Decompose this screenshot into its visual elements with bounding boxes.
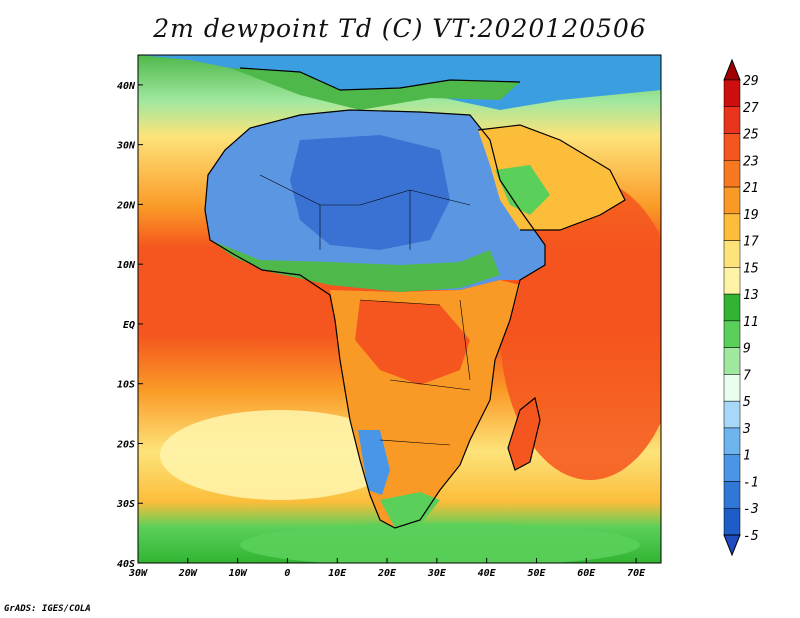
lat-tick-label: 20N [116,200,136,211]
border-line [359,299,441,306]
africa-coastline [204,109,546,529]
lat-tick-label: 20S [116,439,135,450]
border-line [379,439,451,446]
colorbar-swatch [723,400,741,429]
southern-ocean-green [240,523,640,563]
colorbar-label: 11 [743,315,759,330]
lat-tick-label: 10N [117,260,136,271]
border-line [259,174,471,206]
colorbar-label: -5 [743,529,759,544]
arabia-coastline [477,124,626,231]
lat-tick-label: 30S [116,499,135,510]
colorbar-label: 29 [743,74,759,89]
lon-tick-label: 10E [328,568,347,579]
colorbar-label: 25 [743,128,759,143]
colorbar-swatch [723,481,741,509]
colorbar-swatch [723,106,741,134]
lat-tick-label: 40N [117,81,136,92]
chart-title: 2m dewpoint Td (C) VT:2020120506 [153,14,647,43]
borders [259,174,471,446]
colorbar: 29 27 25 23 21 19 17 15 13 11 9 7 5 3 1 -1 -3 -5 [723,58,759,557]
lon-tick-label: 30E [427,568,447,579]
colorbar-label: 17 [743,235,759,250]
colorbar-swatch [723,213,741,241]
lat-tick-label: 40S [117,559,135,570]
colorbar-swatch [723,267,741,295]
border-line [389,379,471,391]
lon-tick-label: 20W [178,568,198,579]
colorbar-label: 7 [743,368,751,383]
lon-tick-label: 40E [478,568,497,579]
colorbar-label: 15 [743,261,759,276]
lat-tick-label: EQ [123,320,135,331]
lat-axis: 40N 30N 20N 10N EQ 10S 20S 30S 40S [116,81,143,570]
colorbar-label: 27 [743,101,759,116]
colorbar-label: 9 [743,342,751,357]
colorbar-swatch [723,133,741,161]
lon-tick-label: 0 [284,568,290,579]
lon-tick-label: 30W [128,568,148,579]
colorbar-swatch [723,186,741,215]
coastlines [204,67,626,529]
plot-frame [137,54,662,564]
colorbar-swatch [723,454,741,482]
colorbar-label: 21 [743,181,759,196]
sahel-band [210,240,500,292]
colorbar-label: -1 [743,475,759,490]
namibia-dry [358,430,390,495]
colorbar-swatch [723,507,741,536]
congo-basin [355,300,470,385]
colorbar-swatch [723,79,741,108]
colorbar-swatch [723,427,741,455]
colorbar-bottom-arrow [723,534,741,557]
lon-tick-label: 10W [229,568,248,579]
colorbar-swatch [723,347,741,375]
colorbar-swatch [723,320,741,348]
colorbar-label: 19 [743,208,759,223]
arabia-green [495,165,550,215]
europe-region [138,55,661,110]
lon-tick-label: 50E [527,568,546,579]
colorbar-label: 3 [742,422,751,437]
colorbar-label: -3 [743,502,759,517]
colorbar-swatch [723,160,741,188]
madagascar-coastline [507,396,541,471]
colorbar-label: 13 [743,288,759,303]
colorbar-label: 1 [743,449,751,464]
colorbar-top-arrow [723,58,741,81]
lat-tick-label: 10S [117,380,135,391]
lon-tick-label: 70E [627,568,646,579]
atlantic-pale-zone [160,410,400,500]
south-africa-green [380,492,440,528]
lat-tick-label: 30N [116,141,136,152]
colorbar-swatch [723,374,741,402]
lon-tick-label: 20E [377,568,397,579]
europe-coastline [239,67,521,91]
colorbar-label: 5 [743,395,751,410]
map-field [138,55,661,563]
colorbar-swatch [723,240,741,268]
colorbar-label: 23 [743,154,759,169]
lon-tick-label: 60E [577,568,596,579]
footer-credit: GrADS: IGES/COLA [4,604,91,614]
lon-axis: 30W 20W 10W 0 10E 20E 30E 40E 50E 60E 70E [128,558,646,579]
colorbar-swatch [723,293,741,322]
border-line [459,299,471,381]
